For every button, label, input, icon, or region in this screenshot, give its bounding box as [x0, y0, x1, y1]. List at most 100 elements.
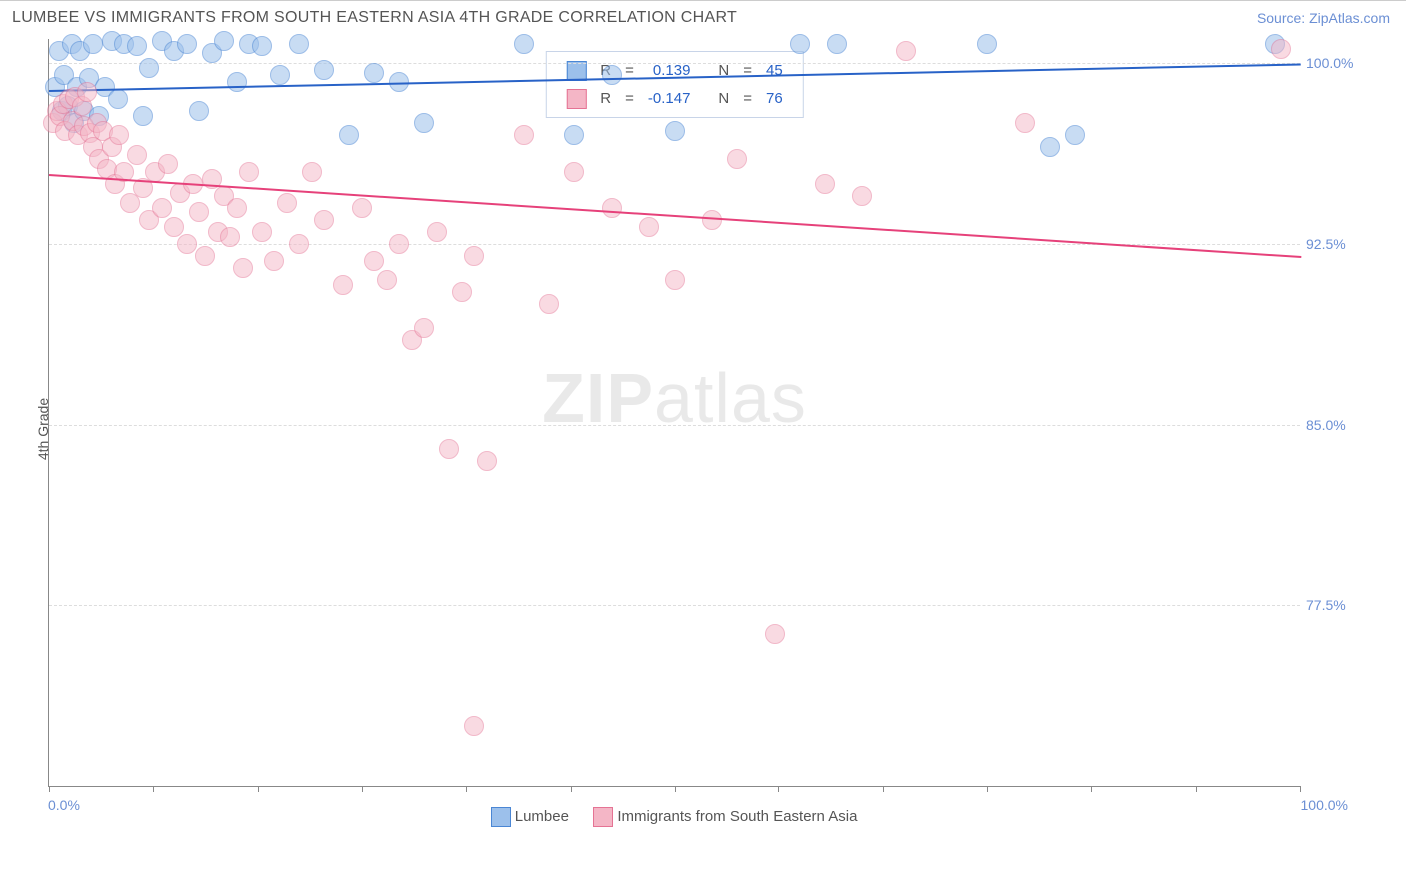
data-point-sea — [77, 82, 97, 102]
data-point-lumbee — [289, 34, 309, 54]
x-tick — [258, 786, 259, 792]
correlation-row-sea: R = -0.147 N = 76 — [560, 86, 788, 112]
data-point-lumbee — [414, 113, 434, 133]
swatch-lumbee-bottom — [491, 807, 511, 827]
n-label: N — [712, 58, 735, 84]
gridline — [49, 605, 1300, 606]
data-point-sea — [352, 198, 372, 218]
data-point-sea — [896, 41, 916, 61]
data-point-lumbee — [214, 31, 234, 51]
y-tick-label: 100.0% — [1306, 55, 1382, 71]
swatch-sea — [566, 89, 586, 109]
data-point-lumbee — [977, 34, 997, 54]
data-point-sea — [1015, 113, 1035, 133]
x-axis-min-label: 0.0% — [48, 797, 80, 813]
data-point-lumbee — [83, 34, 103, 54]
data-point-sea — [602, 198, 622, 218]
correlation-legend-box: R = 0.139 N = 45 R = -0.147 N = 76 — [545, 51, 803, 118]
data-point-sea — [564, 162, 584, 182]
x-tick — [466, 786, 467, 792]
data-point-sea — [852, 186, 872, 206]
x-tick — [1300, 786, 1301, 792]
data-point-sea — [289, 234, 309, 254]
data-point-sea — [277, 193, 297, 213]
data-point-sea — [195, 246, 215, 266]
data-point-sea — [639, 217, 659, 237]
data-point-lumbee — [1065, 125, 1085, 145]
data-point-lumbee — [127, 36, 147, 56]
data-point-lumbee — [514, 34, 534, 54]
data-point-lumbee — [564, 125, 584, 145]
data-point-sea — [414, 318, 434, 338]
chart-title: LUMBEE VS IMMIGRANTS FROM SOUTH EASTERN … — [12, 9, 737, 27]
data-point-sea — [439, 439, 459, 459]
y-tick-label: 77.5% — [1306, 597, 1382, 613]
data-point-sea — [539, 294, 559, 314]
y-tick-label: 92.5% — [1306, 236, 1382, 252]
data-point-sea — [227, 198, 247, 218]
data-point-lumbee — [189, 101, 209, 121]
data-point-sea — [665, 270, 685, 290]
data-point-sea — [252, 222, 272, 242]
x-tick — [1091, 786, 1092, 792]
data-point-sea — [815, 174, 835, 194]
data-point-sea — [1271, 39, 1291, 59]
x-tick — [153, 786, 154, 792]
watermark: ZIPatlas — [542, 358, 807, 438]
data-point-sea — [233, 258, 253, 278]
r-value-sea: -0.147 — [642, 86, 697, 112]
x-tick — [362, 786, 363, 792]
data-point-lumbee — [364, 63, 384, 83]
x-tick — [1196, 786, 1197, 792]
gridline — [49, 425, 1300, 426]
swatch-sea-bottom — [593, 807, 613, 827]
data-point-sea — [189, 202, 209, 222]
data-point-sea — [314, 210, 334, 230]
x-tick — [571, 786, 572, 792]
n-value-lumbee: 45 — [760, 58, 789, 84]
legend-item-sea: Immigrants from South Eastern Asia — [593, 807, 857, 827]
data-point-lumbee — [602, 65, 622, 85]
data-point-sea — [127, 145, 147, 165]
data-point-lumbee — [827, 34, 847, 54]
data-point-sea — [264, 251, 284, 271]
data-point-sea — [109, 125, 129, 145]
data-point-sea — [364, 251, 384, 271]
data-point-lumbee — [1040, 137, 1060, 157]
data-point-sea — [464, 246, 484, 266]
data-point-sea — [514, 125, 534, 145]
x-axis-max-label: 100.0% — [1301, 797, 1348, 813]
data-point-sea — [427, 222, 447, 242]
data-point-sea — [389, 234, 409, 254]
chart-container: 4th Grade ZIPatlas R = 0.139 N = 45 R — [48, 39, 1390, 819]
x-tick — [49, 786, 50, 792]
data-point-lumbee — [177, 34, 197, 54]
x-tick — [675, 786, 676, 792]
data-point-lumbee — [790, 34, 810, 54]
data-point-sea — [220, 227, 240, 247]
chart-source: Source: ZipAtlas.com — [1257, 10, 1390, 26]
data-point-sea — [333, 275, 353, 295]
data-point-sea — [477, 451, 497, 471]
data-point-sea — [452, 282, 472, 302]
data-point-sea — [464, 716, 484, 736]
data-point-lumbee — [252, 36, 272, 56]
x-tick — [778, 786, 779, 792]
data-point-sea — [177, 234, 197, 254]
y-tick-label: 85.0% — [1306, 417, 1382, 433]
n-value-sea: 76 — [760, 86, 789, 112]
chart-header: LUMBEE VS IMMIGRANTS FROM SOUTH EASTERN … — [0, 0, 1406, 31]
data-point-lumbee — [227, 72, 247, 92]
x-tick — [987, 786, 988, 792]
data-point-sea — [727, 149, 747, 169]
bottom-legend: Lumbee Immigrants from South Eastern Asi… — [48, 807, 1300, 827]
data-point-lumbee — [665, 121, 685, 141]
legend-item-lumbee: Lumbee — [491, 807, 569, 827]
correlation-table: R = 0.139 N = 45 R = -0.147 N = 76 — [558, 56, 790, 113]
data-point-lumbee — [133, 106, 153, 126]
data-point-lumbee — [270, 65, 290, 85]
data-point-sea — [239, 162, 259, 182]
r-value-lumbee: 0.139 — [642, 58, 697, 84]
data-point-lumbee — [139, 58, 159, 78]
data-point-sea — [377, 270, 397, 290]
